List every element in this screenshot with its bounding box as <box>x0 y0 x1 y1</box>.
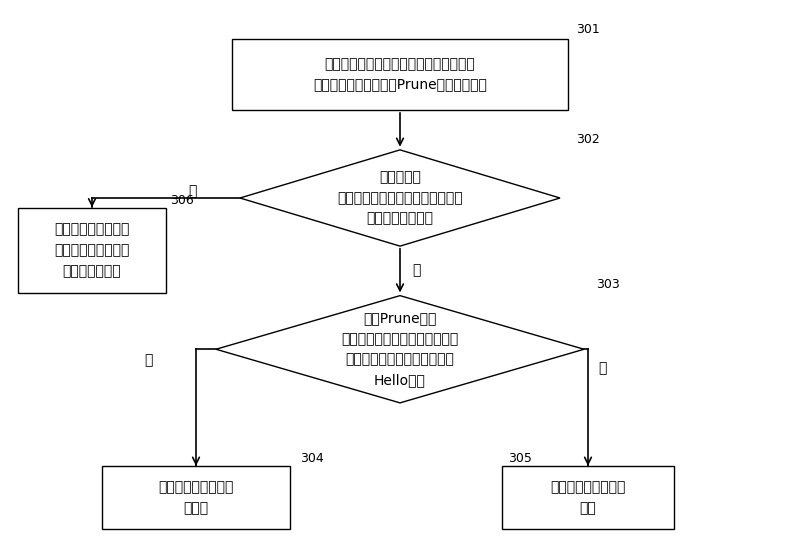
Text: 303: 303 <box>596 278 620 292</box>
Polygon shape <box>216 296 584 403</box>
Bar <box>502 466 674 529</box>
Text: 否: 否 <box>188 184 196 198</box>
Text: 在计时达到预设的剪
枝超时时间后，对第
一接口进行剪枝: 在计时达到预设的剪 枝超时时间后，对第 一接口进行剪枝 <box>54 223 130 278</box>
Text: 305: 305 <box>508 452 532 465</box>
Polygon shape <box>240 150 560 246</box>
Bar <box>232 39 568 110</box>
Text: 302: 302 <box>576 133 600 146</box>
Text: 是: 是 <box>412 263 420 278</box>
Text: 收到Prune报文
前是否从第一接口收到其它下游
邻居组播设备的包含新标识的
Hello报文: 收到Prune报文 前是否从第一接口收到其它下游 邻居组播设备的包含新标识的 H… <box>342 311 458 387</box>
Text: 对第一接口进行剪枝
处理: 对第一接口进行剪枝 处理 <box>550 481 626 515</box>
Text: 对第一接口不进行剪
枝处理: 对第一接口不进行剪 枝处理 <box>158 481 234 515</box>
Text: 是: 是 <box>144 353 152 367</box>
Text: 304: 304 <box>300 452 324 465</box>
Text: 否: 否 <box>598 361 606 376</box>
Text: 306: 306 <box>170 194 194 207</box>
Text: 第一接口上
除第二组播设备外是否还连接其它
下游邻居组播设备: 第一接口上 除第二组播设备外是否还连接其它 下游邻居组播设备 <box>337 170 463 226</box>
Bar <box>102 466 290 529</box>
Bar <box>18 207 166 293</box>
Text: 本地组播设备在当前周期内，从第一接口
接收到第二组播设备的Prune报文开始计时: 本地组播设备在当前周期内，从第一接口 接收到第二组播设备的Prune报文开始计时 <box>313 57 487 91</box>
Text: 301: 301 <box>576 23 600 36</box>
